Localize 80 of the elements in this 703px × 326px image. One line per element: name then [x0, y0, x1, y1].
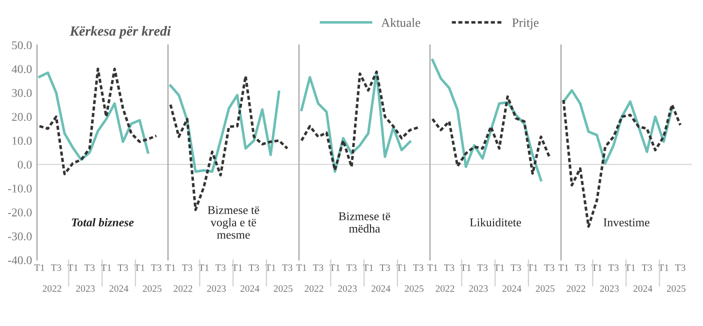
y-tick-label: -20.0: [8, 208, 32, 216]
x-tick-label: T3: [312, 264, 324, 272]
x-tick-label: T1: [68, 264, 78, 271]
text: 2024: [502, 285, 522, 292]
x-tick-label: T1: [34, 264, 44, 271]
annotation: Investime: [604, 218, 650, 226]
x-tick-label: T3: [675, 264, 686, 272]
x-tick-label: T3: [118, 264, 128, 272]
x-tick-label: T1: [592, 264, 602, 271]
annotation: Bizmese të vogla e të mesme: [208, 206, 260, 239]
x-tick-label: T3: [544, 264, 554, 272]
x-tick-label: T1: [165, 264, 176, 271]
x-tick-label: T3: [510, 264, 521, 272]
x-tick-label: T3: [608, 264, 619, 272]
text: 2023: [207, 285, 226, 292]
legend-label: Pritje: [512, 18, 539, 30]
text: 2022: [304, 285, 324, 292]
text: 2025: [404, 285, 424, 292]
text: 2025: [274, 285, 292, 292]
text: 2025: [536, 285, 554, 292]
x-tick-label: T1: [396, 264, 406, 271]
text: 2025: [666, 285, 686, 292]
text: 2022: [174, 285, 192, 292]
x-tick-label: T1: [101, 264, 112, 271]
x-tick-label: T3: [248, 264, 259, 272]
y-tick-label: 40.0: [12, 65, 32, 74]
y-tick-label: 20.0: [12, 112, 32, 121]
y-tick-label: -30.0: [8, 232, 32, 240]
x-tick-label: T3: [444, 264, 454, 272]
x-tick-label: T3: [574, 264, 586, 272]
annotation: Likuiditete: [470, 218, 521, 226]
x-tick-label: T1: [134, 264, 144, 271]
y-tick-label: -40.0: [8, 256, 32, 264]
line-series: [38, 68, 158, 176]
x-tick-label: T1: [232, 264, 242, 271]
x-tick-label: T3: [151, 264, 162, 272]
line-series: [38, 71, 150, 161]
x-tick-label: T1: [494, 264, 504, 271]
x-tick-label: T1: [296, 264, 306, 271]
text: 2024: [240, 285, 260, 292]
x-tick-label: T1: [625, 264, 636, 271]
legend-label: Aktuale: [381, 18, 420, 27]
x-tick-label: T3: [50, 264, 62, 272]
y-tick-label: -10.0: [8, 184, 32, 193]
x-tick-label: T3: [346, 264, 357, 272]
y-tick-label: 0.0: [18, 160, 32, 169]
text: 2022: [42, 285, 62, 292]
annotation: Total biznese: [72, 218, 134, 226]
text: 2023: [600, 285, 619, 292]
x-tick-label: T3: [282, 264, 292, 272]
text: 2024: [109, 285, 128, 292]
text: 2025: [142, 285, 162, 292]
text: 2023: [76, 285, 95, 292]
y-tick-label: 10.0: [12, 136, 32, 145]
x-tick-label: T1: [527, 264, 538, 271]
text: 2022: [436, 285, 454, 292]
x-tick-label: T1: [198, 264, 209, 271]
x-tick-label: T3: [215, 264, 226, 272]
x-tick-label: T3: [413, 264, 424, 272]
x-tick-label: T1: [363, 264, 374, 271]
x-tick-label: T1: [558, 264, 568, 271]
x-tick-label: T3: [477, 264, 488, 272]
x-tick-label: T3: [380, 264, 390, 272]
text: 2024: [371, 285, 390, 292]
x-tick-label: T1: [265, 264, 276, 271]
x-tick-label: T3: [84, 264, 95, 272]
x-tick-label: T1: [460, 264, 471, 271]
x-tick-label: T1: [427, 264, 438, 271]
x-tick-label: T1: [330, 264, 340, 271]
x-tick-label: T1: [658, 264, 668, 271]
chart-title: Kërkesa për kredi: [70, 26, 171, 39]
x-tick-label: T3: [182, 264, 192, 272]
text: 2024: [633, 285, 652, 292]
y-tick-label: 50.0: [12, 41, 32, 50]
text: 2023: [469, 285, 488, 292]
text: 2022: [566, 285, 586, 292]
x-tick-label: T3: [642, 264, 652, 272]
annotation: Bizmese të mëdha: [338, 212, 390, 233]
text: 2023: [338, 285, 357, 292]
y-tick-label: 30.0: [12, 89, 32, 98]
